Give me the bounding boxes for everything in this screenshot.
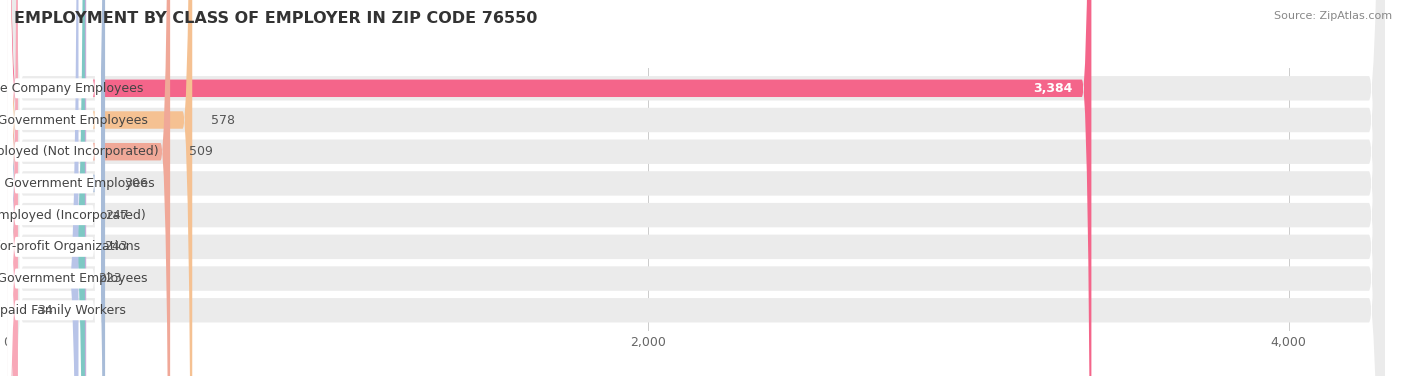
- Text: 578: 578: [211, 114, 235, 126]
- Text: Self-Employed (Not Incorporated): Self-Employed (Not Incorporated): [0, 145, 159, 158]
- FancyBboxPatch shape: [7, 0, 101, 376]
- Text: 3,384: 3,384: [1033, 82, 1073, 95]
- FancyBboxPatch shape: [7, 0, 1385, 376]
- FancyBboxPatch shape: [7, 0, 1385, 376]
- Text: Self-Employed (Incorporated): Self-Employed (Incorporated): [0, 209, 146, 221]
- FancyBboxPatch shape: [7, 0, 101, 376]
- Text: 247: 247: [105, 209, 129, 221]
- Text: Unpaid Family Workers: Unpaid Family Workers: [0, 304, 125, 317]
- FancyBboxPatch shape: [7, 0, 101, 376]
- FancyBboxPatch shape: [7, 0, 105, 376]
- FancyBboxPatch shape: [7, 0, 101, 376]
- Text: Local Government Employees: Local Government Employees: [0, 114, 148, 126]
- FancyBboxPatch shape: [7, 0, 170, 376]
- FancyBboxPatch shape: [7, 0, 101, 376]
- FancyBboxPatch shape: [7, 0, 86, 376]
- Text: 306: 306: [124, 177, 148, 190]
- Text: Not-for-profit Organizations: Not-for-profit Organizations: [0, 240, 139, 253]
- Text: Private Company Employees: Private Company Employees: [0, 82, 143, 95]
- FancyBboxPatch shape: [7, 0, 1385, 376]
- Text: 223: 223: [97, 272, 121, 285]
- Text: 34: 34: [37, 304, 53, 317]
- FancyBboxPatch shape: [7, 0, 79, 376]
- Text: State Government Employees: State Government Employees: [0, 272, 148, 285]
- Text: Federal Government Employees: Federal Government Employees: [0, 177, 155, 190]
- FancyBboxPatch shape: [7, 0, 101, 376]
- FancyBboxPatch shape: [7, 0, 18, 376]
- Text: 243: 243: [104, 240, 128, 253]
- FancyBboxPatch shape: [7, 0, 101, 376]
- FancyBboxPatch shape: [7, 0, 1385, 376]
- FancyBboxPatch shape: [7, 0, 101, 376]
- Text: Source: ZipAtlas.com: Source: ZipAtlas.com: [1274, 11, 1392, 21]
- FancyBboxPatch shape: [7, 0, 1385, 376]
- FancyBboxPatch shape: [7, 0, 1385, 376]
- FancyBboxPatch shape: [7, 0, 1385, 376]
- FancyBboxPatch shape: [7, 0, 193, 376]
- FancyBboxPatch shape: [7, 0, 1385, 376]
- FancyBboxPatch shape: [7, 0, 1091, 376]
- FancyBboxPatch shape: [7, 0, 84, 376]
- Text: EMPLOYMENT BY CLASS OF EMPLOYER IN ZIP CODE 76550: EMPLOYMENT BY CLASS OF EMPLOYER IN ZIP C…: [14, 11, 537, 26]
- Text: 509: 509: [190, 145, 214, 158]
